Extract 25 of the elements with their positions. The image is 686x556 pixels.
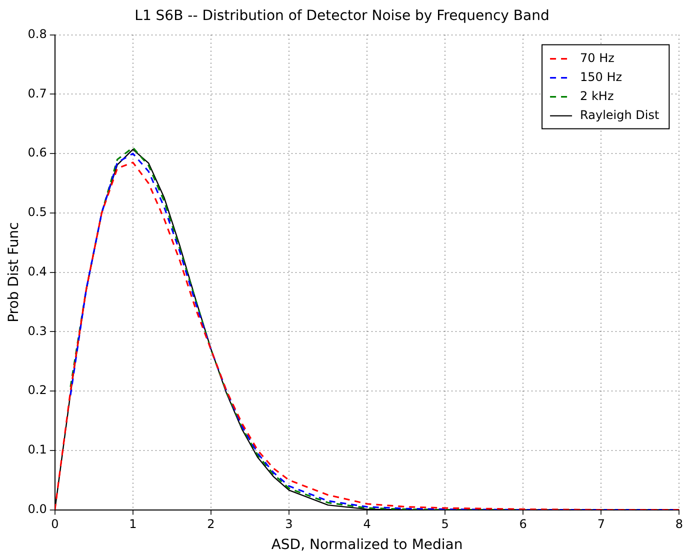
legend-label: 2 kHz bbox=[580, 88, 614, 103]
x-tick-label: 7 bbox=[597, 517, 605, 532]
x-tick-label: 1 bbox=[129, 517, 137, 532]
x-tick-label: 8 bbox=[675, 517, 684, 532]
y-tick-label: 0.8 bbox=[28, 26, 47, 41]
y-tick-label: 0.6 bbox=[28, 146, 47, 160]
x-tick-label: 3 bbox=[285, 517, 293, 532]
legend-label: 70 Hz bbox=[580, 50, 614, 65]
y-tick-label: 0.2 bbox=[28, 383, 47, 398]
x-tick-label: 2 bbox=[207, 517, 215, 532]
y-tick-label: 0.0 bbox=[28, 502, 47, 516]
y-axis-title: Prob Dist Func bbox=[6, 222, 22, 322]
x-tick-label: 5 bbox=[441, 517, 449, 532]
x-tick-label: 6 bbox=[519, 517, 527, 532]
x-tick-label: 4 bbox=[363, 517, 371, 532]
x-axis-title: ASD, Normalized to Median bbox=[271, 537, 463, 554]
y-tick-label: 0.7 bbox=[28, 86, 47, 100]
y-tick-label: 0.4 bbox=[28, 264, 47, 278]
y-tick-label: 0.5 bbox=[28, 205, 47, 220]
legend-label: 150 Hz bbox=[580, 70, 622, 84]
y-tick-label: 0.3 bbox=[28, 324, 47, 338]
x-tick-label: 0 bbox=[51, 517, 59, 532]
chart-title: L1 S6B -- Distribution of Detector Noise by Frequency Band bbox=[134, 8, 550, 24]
y-tick-label: 0.1 bbox=[28, 442, 47, 457]
legend-label: Rayleigh Dist bbox=[580, 108, 660, 122]
